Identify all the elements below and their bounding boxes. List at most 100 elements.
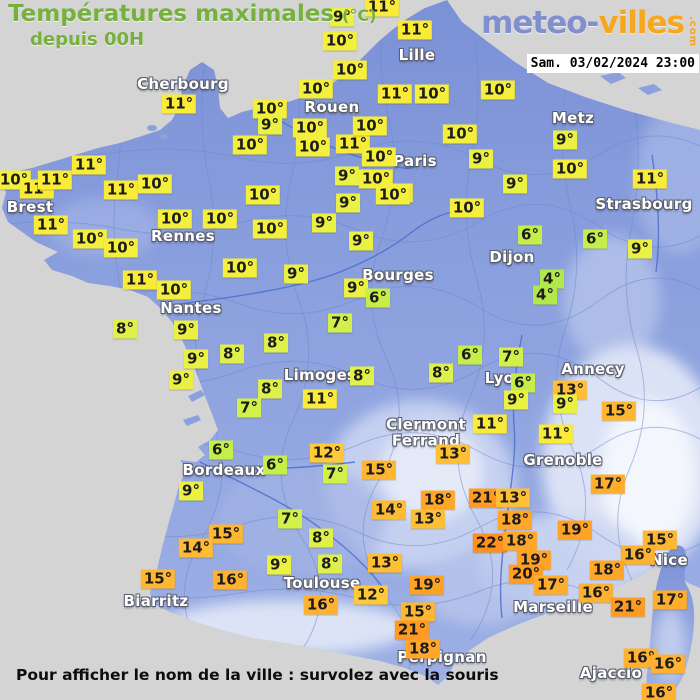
temp-chip[interactable]: 9° [184,349,208,369]
temp-chip[interactable]: 10° [156,280,192,300]
temp-chip[interactable]: 10° [222,258,258,278]
temp-chip[interactable]: 10° [480,80,516,100]
temp-chip[interactable]: 21° [468,488,504,508]
temp-chip[interactable]: 15° [642,530,678,550]
temp-chip[interactable]: 6° [263,455,287,475]
temp-chip[interactable]: 9° [267,555,291,575]
temp-chip[interactable]: 18° [405,639,441,659]
temp-chip[interactable]: 10° [332,60,368,80]
temp-chip[interactable]: 7° [499,347,523,367]
temp-chip[interactable]: 10° [292,118,328,138]
temp-chip[interactable]: 9° [174,320,198,340]
temp-chip[interactable]: 9° [553,394,577,414]
temp-chip[interactable]: 9° [344,278,368,298]
meteo-villes-logo[interactable]: meteo-villes [481,5,685,41]
temp-chip[interactable]: 16° [623,648,659,668]
temp-chip[interactable]: 8° [113,319,137,339]
temp-chip[interactable]: 8° [220,344,244,364]
temp-chip[interactable]: 9° [284,264,308,284]
temp-chip[interactable]: 9° [628,239,652,259]
temp-chip[interactable]: 9° [553,130,577,150]
temp-chip[interactable]: 11° [538,424,574,444]
temp-chip[interactable]: 9° [312,213,336,233]
temp-chip[interactable]: 15° [140,569,176,589]
temp-chip[interactable]: 10° [252,99,288,119]
temp-chip[interactable]: 9° [169,370,193,390]
temp-chip[interactable]: 16° [620,545,656,565]
temp-chip[interactable]: 10° [252,219,288,239]
temp-chip[interactable]: 7° [278,509,302,529]
temp-chip[interactable]: 11° [364,0,400,17]
temp-chip[interactable]: 15° [601,401,637,421]
temp-chip[interactable]: 11° [122,270,158,290]
temp-chip[interactable]: 10° [322,31,358,51]
temp-chip[interactable]: 11° [37,170,73,190]
temp-chip[interactable]: 11° [302,389,338,409]
temp-chip[interactable]: 8° [350,366,374,386]
temp-chip[interactable]: 10° [295,137,331,157]
temp-chip[interactable]: 11° [397,20,433,40]
temp-chip[interactable]: 10° [137,174,173,194]
temp-chip[interactable]: 16° [578,583,614,603]
temp-chip[interactable]: 6° [583,229,607,249]
temp-chip[interactable]: 13° [410,509,446,529]
temp-chip[interactable]: 10° [352,116,388,136]
temp-chip[interactable]: 19° [409,575,445,595]
temp-chip[interactable]: 6° [511,373,535,393]
temp-chip[interactable]: 15° [400,602,436,622]
temp-chip[interactable]: 10° [157,209,193,229]
temp-chip[interactable]: 14° [178,538,214,558]
temp-chip[interactable]: 10° [449,198,485,218]
temp-chip[interactable]: 11° [161,94,197,114]
temp-chip[interactable]: 15° [208,524,244,544]
temp-chip[interactable]: 10° [298,79,334,99]
temp-chip[interactable]: 4° [533,285,557,305]
temp-chip[interactable]: 9° [349,231,373,251]
temp-chip[interactable]: 10° [414,84,450,104]
temp-chip[interactable]: 9° [504,390,528,410]
temp-chip[interactable]: 22° [472,533,508,553]
temp-chip[interactable]: 11° [71,155,107,175]
temp-chip[interactable]: 11° [632,169,668,189]
temp-chip[interactable]: 13° [367,553,403,573]
temp-chip[interactable]: 9° [336,193,360,213]
temp-chip[interactable]: 6° [458,345,482,365]
temp-chip[interactable]: 16° [303,595,339,615]
temp-chip[interactable]: 8° [258,379,282,399]
temp-chip[interactable]: 15° [361,460,397,480]
temp-chip[interactable]: 6° [209,440,233,460]
temp-chip[interactable]: 6° [366,288,390,308]
temp-chip[interactable]: 11° [377,84,413,104]
temp-chip[interactable]: 21° [394,620,430,640]
temp-chip[interactable]: 10° [361,147,397,167]
temp-chip[interactable]: 11° [33,215,69,235]
temp-chip[interactable]: 19° [557,520,593,540]
temp-chip[interactable]: 10° [245,185,281,205]
temp-chip[interactable]: 10° [72,229,108,249]
temp-chip[interactable]: 8° [309,528,333,548]
temp-chip[interactable]: 11° [103,180,139,200]
temp-chip[interactable]: 14° [371,500,407,520]
temp-chip[interactable]: 9° [335,166,359,186]
temp-chip[interactable]: 7° [328,313,352,333]
temp-chip[interactable]: 9° [503,174,527,194]
temp-chip[interactable]: 10° [202,209,238,229]
temp-chip[interactable]: 13° [435,444,471,464]
temp-chip[interactable]: 10° [103,238,139,258]
temp-chip[interactable]: 18° [497,510,533,530]
temp-chip[interactable]: 9° [469,149,493,169]
temp-chip[interactable]: 11° [335,134,371,154]
temp-chip[interactable]: 6° [518,225,542,245]
temp-chip[interactable]: 10° [375,185,411,205]
temp-chip[interactable]: 7° [323,464,347,484]
temp-chip[interactable]: 21° [610,597,646,617]
temp-chip[interactable]: 16° [641,683,677,700]
temp-chip[interactable]: 8° [429,363,453,383]
temp-chip[interactable]: 17° [533,575,569,595]
temp-chip[interactable]: 12° [309,443,345,463]
temp-chip[interactable]: 16° [650,654,686,674]
temp-chip[interactable]: 9° [330,7,354,27]
temp-chip[interactable]: 13° [495,488,531,508]
temp-chip[interactable]: 16° [212,570,248,590]
